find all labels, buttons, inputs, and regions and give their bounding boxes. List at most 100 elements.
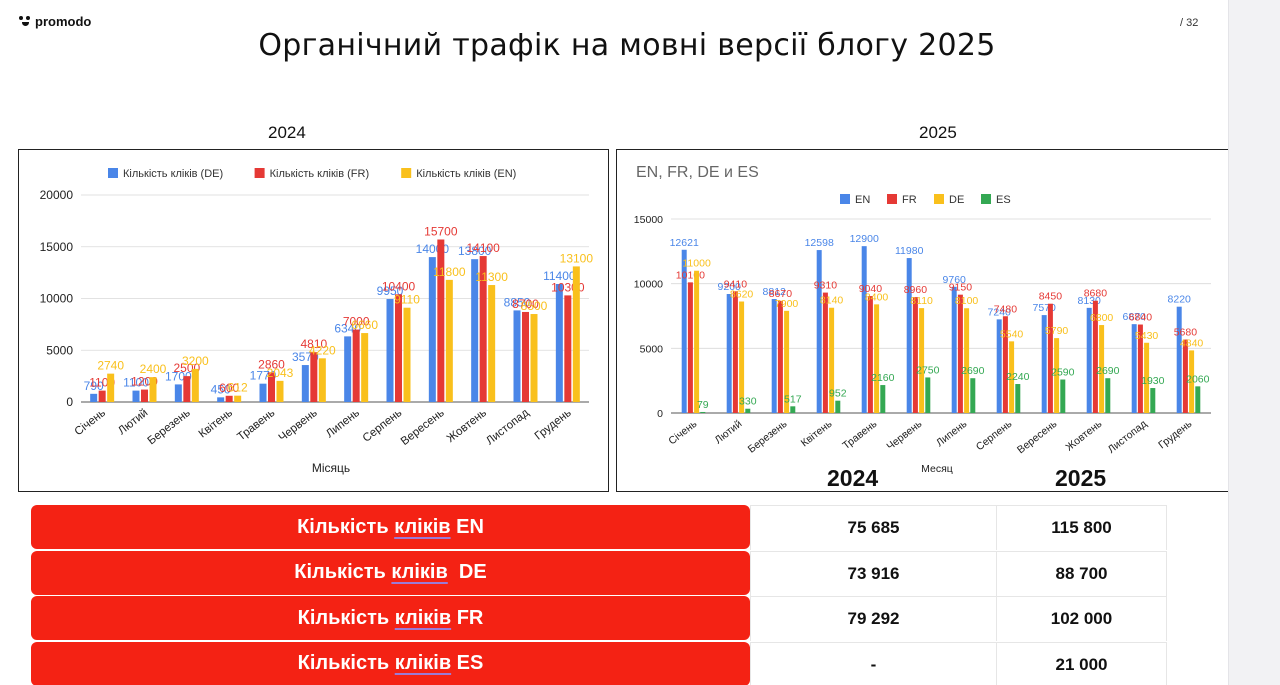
data-label: 10400 bbox=[382, 279, 416, 293]
x-tick-label: Березень bbox=[746, 418, 790, 456]
bar bbox=[555, 284, 563, 402]
row-label-text: Кількість bbox=[294, 561, 392, 583]
bar bbox=[1047, 303, 1053, 413]
data-label: 1100 bbox=[123, 376, 149, 390]
logo-text: promodo bbox=[35, 14, 92, 29]
legend-swatch bbox=[254, 168, 265, 178]
data-label: 600 bbox=[219, 381, 239, 395]
data-label: 15700 bbox=[424, 225, 458, 239]
bar bbox=[174, 384, 182, 402]
data-label: 8680 bbox=[1084, 288, 1108, 300]
data-label: 79 bbox=[697, 399, 709, 411]
bar bbox=[951, 286, 957, 413]
data-label: 2240 bbox=[1006, 371, 1030, 383]
data-label: 330 bbox=[739, 396, 757, 408]
table-header-2025: 2025 bbox=[1055, 465, 1107, 491]
bar bbox=[790, 406, 796, 413]
x-tick-label: Червень bbox=[884, 418, 924, 453]
data-label: 12621 bbox=[670, 237, 699, 249]
data-label: 9040 bbox=[859, 283, 883, 295]
bar bbox=[694, 270, 700, 413]
bar bbox=[822, 292, 828, 413]
data-label: 517 bbox=[784, 393, 802, 405]
bar bbox=[395, 294, 402, 402]
bar bbox=[1144, 342, 1150, 413]
bar bbox=[268, 372, 275, 402]
data-label: 12900 bbox=[850, 233, 879, 245]
x-tick-label: Грудень bbox=[1156, 418, 1195, 452]
data-label: 9200 bbox=[718, 281, 742, 293]
bar bbox=[880, 385, 886, 413]
bar bbox=[700, 411, 706, 413]
y-tick-label: 10000 bbox=[634, 279, 663, 291]
x-axis-label: Місяць bbox=[312, 461, 350, 475]
x-tick-label: Березень bbox=[146, 407, 193, 447]
x-tick-label: Липень bbox=[934, 418, 970, 450]
bar bbox=[957, 294, 963, 413]
data-label: 11400 bbox=[543, 269, 576, 283]
data-label: 6800 bbox=[1090, 312, 1114, 324]
bar bbox=[867, 296, 873, 413]
data-label: 11980 bbox=[895, 245, 924, 257]
data-label: 7000 bbox=[343, 315, 370, 329]
bar bbox=[874, 304, 880, 413]
bar bbox=[1195, 386, 1201, 413]
bar bbox=[996, 319, 1002, 413]
row-label-text: Кількість bbox=[297, 606, 395, 629]
legend-swatch bbox=[887, 194, 897, 204]
bar bbox=[564, 295, 572, 402]
bar bbox=[912, 297, 918, 413]
y-tick-label: 15000 bbox=[634, 214, 663, 226]
bar bbox=[1182, 339, 1188, 413]
chart-2025-title: EN, FR, DE и ES bbox=[636, 164, 759, 181]
bar bbox=[572, 266, 580, 402]
data-label: 4840 bbox=[1180, 337, 1204, 349]
data-label: 8620 bbox=[730, 289, 754, 301]
legend-label: EN bbox=[855, 194, 870, 206]
bar bbox=[726, 294, 732, 413]
bar bbox=[301, 365, 309, 402]
data-label: 5430 bbox=[1135, 330, 1159, 342]
row-label-pill: Кількість кліків DE bbox=[31, 550, 750, 595]
bar bbox=[149, 377, 157, 402]
data-label: 7900 bbox=[775, 298, 799, 310]
bar bbox=[428, 257, 436, 402]
legend-label: Кількість кліків (DE) bbox=[123, 168, 223, 180]
y-tick-label: 0 bbox=[66, 395, 73, 409]
bar bbox=[925, 377, 931, 413]
bar bbox=[1086, 307, 1092, 413]
data-label: 2750 bbox=[916, 364, 940, 376]
bar bbox=[225, 395, 233, 402]
bar bbox=[681, 249, 687, 413]
cell-2024: 73 916 bbox=[750, 550, 996, 596]
bar bbox=[191, 368, 199, 402]
data-label: 9310 bbox=[814, 280, 838, 292]
data-label: 2740 bbox=[97, 359, 124, 373]
data-label: 7480 bbox=[994, 303, 1018, 315]
x-tick-label: Серпень bbox=[974, 418, 1015, 454]
legend-swatch bbox=[840, 194, 850, 204]
data-label: 790 bbox=[84, 379, 104, 393]
data-label: 8812 bbox=[763, 286, 787, 298]
data-label: 5790 bbox=[1045, 325, 1069, 337]
cell-2025: 21 000 bbox=[996, 641, 1167, 685]
year-label-2024: 2024 bbox=[268, 123, 306, 142]
row-label-underlined: кліків bbox=[394, 606, 452, 629]
bar bbox=[1092, 300, 1098, 413]
cell-2025: 115 800 bbox=[996, 505, 1167, 550]
slide: promodo / 32 Органічний трафік на мовні … bbox=[18, 14, 1230, 685]
bar bbox=[732, 291, 738, 413]
legend-swatch bbox=[981, 194, 991, 204]
bar bbox=[1176, 306, 1182, 413]
data-label: 13800 bbox=[458, 244, 492, 258]
bar bbox=[352, 329, 360, 402]
data-label: 8100 bbox=[955, 295, 979, 307]
y-tick-label: 20000 bbox=[40, 188, 74, 202]
legend-label: Кількість кліків (FR) bbox=[270, 168, 370, 180]
legend-swatch bbox=[108, 168, 118, 178]
right-side-strip bbox=[1228, 0, 1280, 685]
bar bbox=[259, 383, 267, 402]
x-tick-label: Жовтень bbox=[445, 407, 489, 445]
data-label: 9760 bbox=[943, 274, 967, 286]
x-axis-label: Месяц bbox=[921, 463, 953, 475]
